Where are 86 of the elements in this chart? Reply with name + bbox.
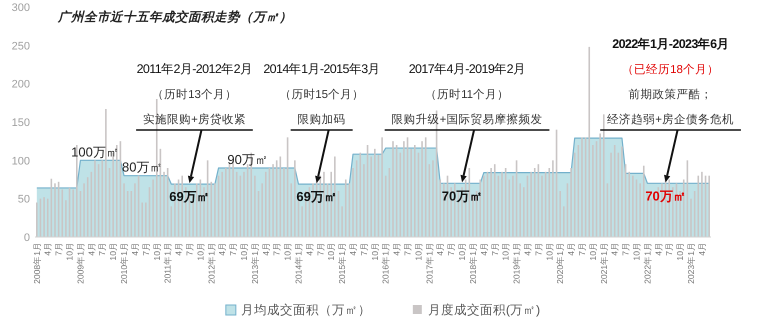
legend-label: 月均成交面积（万㎡） xyxy=(240,302,371,317)
x-tick-label: 2018年1月 xyxy=(468,242,478,284)
x-tick-label: 2023年1月 xyxy=(686,242,696,284)
title: 广州全市近十五年成交面积走势（万㎡） xyxy=(58,10,292,24)
x-tick-label: 10月 xyxy=(282,242,293,261)
x-tick-label: 10月 xyxy=(631,242,642,261)
x-tick-label: 4月 xyxy=(478,242,489,256)
x-tick-label: 2008年1月 xyxy=(32,242,42,284)
x-tick-label: 10月 xyxy=(195,242,206,261)
x-tick-label: 2013年1月 xyxy=(250,242,260,284)
x-tick-label: 2012年1月 xyxy=(206,242,216,284)
x-tick-label: 2011年1月 xyxy=(162,242,173,284)
annotation: 69万㎡ xyxy=(296,189,337,204)
x-tick-label: 7月 xyxy=(620,242,631,256)
x-tick-label: 10月 xyxy=(588,242,598,261)
x-tick-label: 2016年1月 xyxy=(380,242,391,284)
annotation: 80万㎡ xyxy=(122,160,162,175)
x-tick-label: 4月 xyxy=(260,242,271,256)
x-tick-label: 7月 xyxy=(576,242,587,256)
x-tick-label: 10月 xyxy=(326,242,336,261)
x-tick-label: 10月 xyxy=(675,242,686,261)
text: 经济趋弱+房企债务危机 xyxy=(607,114,734,126)
text: 前期政策严酷； xyxy=(628,89,713,101)
x-tick-label: 2010年1月 xyxy=(119,242,130,284)
x-tick-label: 4月 xyxy=(522,242,532,256)
note: 2014年1月-2015年3月 （历时15个月） 限购加码 xyxy=(263,62,380,126)
x-tick-label: 4月 xyxy=(435,242,446,256)
x-tick-label: 10月 xyxy=(413,242,424,261)
x-tick-label: 10月 xyxy=(500,242,511,261)
x-tick-label: 7月 xyxy=(228,242,238,256)
x-tick-label: 7月 xyxy=(664,242,674,256)
x-tick-label: 7月 xyxy=(272,242,282,256)
x-tick-label: 2022年1月 xyxy=(642,242,652,284)
y-tick-label: 200 xyxy=(12,78,30,91)
x-tick-label: 7月 xyxy=(490,242,500,256)
x-tick-label: 7月 xyxy=(140,242,151,256)
x-tick-label: 2009年1月 xyxy=(75,242,86,284)
y-tick-label: 150 xyxy=(12,117,30,129)
x-tick-label: 7月 xyxy=(358,242,369,256)
x-tick-label: 7月 xyxy=(54,242,64,256)
x-tick-label: 4月 xyxy=(217,242,228,256)
annotation: 70万㎡ xyxy=(442,188,482,204)
x-tick-label: 10月 xyxy=(152,242,162,261)
annotation: 90万㎡ xyxy=(227,152,268,167)
x-tick-label: 2021年1月 xyxy=(598,242,609,284)
note: 2017年4月-2019年2月 （历时11个月） 限购升级+国际贸易摩擦频发 xyxy=(392,62,542,126)
x-tick-label: 2019年1月 xyxy=(512,242,522,284)
y-tick-label: 100 xyxy=(12,155,30,168)
x-tick-label: 2020年1月 xyxy=(555,242,566,284)
x-tick-label: 7月 xyxy=(184,242,194,256)
x-tick-label: 2017年1月 xyxy=(424,242,434,284)
y-tick-label: 300 xyxy=(12,2,30,14)
x-tick-label: 4月 xyxy=(348,242,358,256)
x-tick-label: 4月 xyxy=(130,242,140,256)
text: （已经历18个月） xyxy=(622,64,719,76)
x-tick-label: 7月 xyxy=(533,242,544,256)
x-tick-label: 2014年1月 xyxy=(293,242,304,284)
annotation: 100万㎡ xyxy=(71,144,119,160)
x-tick-label: 10月 xyxy=(457,242,468,261)
x-tick-label: 4月 xyxy=(653,242,664,256)
y-tick-label: 50 xyxy=(18,194,30,206)
x-tick-label: 7月 xyxy=(402,242,413,256)
x-tick-label: 7月 xyxy=(315,242,326,256)
x-tick-label: 10月 xyxy=(238,242,249,261)
x-tick-label: 4月 xyxy=(610,242,620,256)
x-tick-label: 7月 xyxy=(97,242,108,256)
x-tick-label: 4月 xyxy=(392,242,402,256)
legend-label: 月度成交面积(万㎡) xyxy=(428,302,540,317)
x-tick-label: 4月 xyxy=(696,242,707,256)
x-tick-label: 10月 xyxy=(370,242,380,261)
x-tick-label: 7月 xyxy=(446,242,456,256)
x-tick-label: 10月 xyxy=(64,242,75,261)
note: 2011年2月-2012年2月 （历时13个月） 实施限购+房贷收紧 xyxy=(136,62,252,126)
text: 2022年1月-2023年6月 xyxy=(612,37,729,51)
annotation: 69万㎡ xyxy=(169,189,210,204)
x-tick-label: 10月 xyxy=(544,242,554,261)
y-tick-label: 0 xyxy=(24,232,30,244)
y-tick-label: 250 xyxy=(12,40,30,52)
x-tick-label: 10月 xyxy=(108,242,118,261)
annotation: 70万㎡ xyxy=(645,188,686,204)
x-tick-label: 4月 xyxy=(304,242,314,256)
x-tick-label: 4月 xyxy=(86,242,96,256)
x-tick-label: 4月 xyxy=(174,242,184,256)
x-tick-label: 2015年1月 xyxy=(337,242,348,284)
x-tick-label: 4月 xyxy=(42,242,53,256)
x-tick-label: 4月 xyxy=(566,242,576,256)
